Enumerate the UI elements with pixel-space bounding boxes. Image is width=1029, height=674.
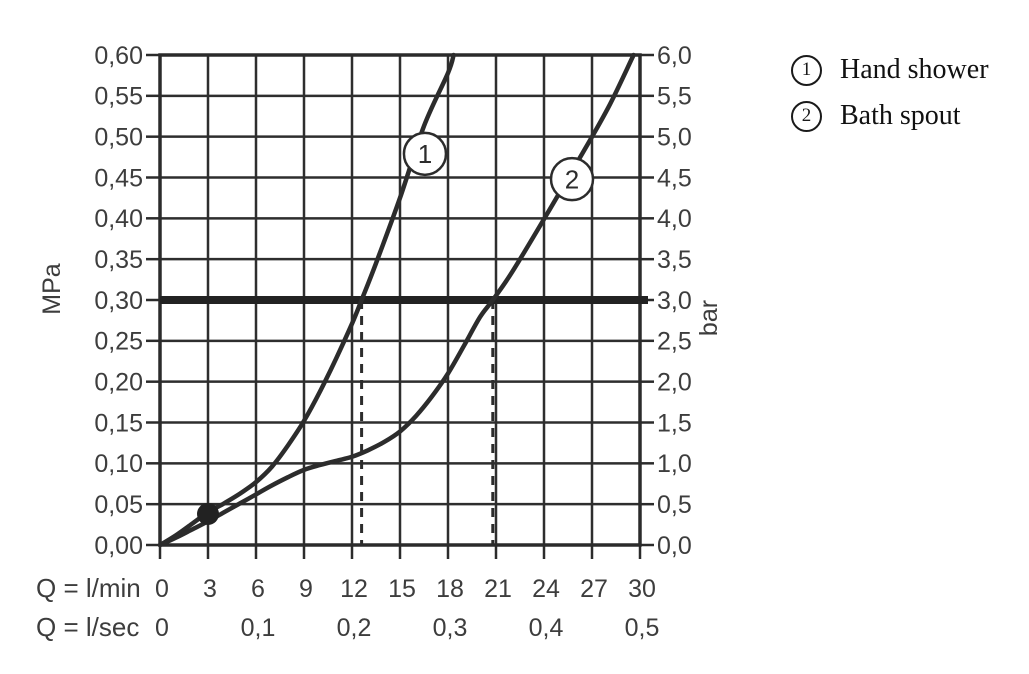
y-left-tick-label: 0,50 [94,123,143,151]
y-right-axis-unit: bar [695,300,723,336]
y-left-tick-label: 0,30 [94,287,143,315]
x-tick-label-lmin: 30 [628,575,656,603]
y-right-tick-label: 0,0 [657,532,692,560]
y-left-tick-label: 0,35 [94,246,143,274]
legend-symbol-1: 1 [801,59,812,80]
x-tick-label-lmin: 3 [203,575,217,603]
x-tick-label-lmin: 0 [155,575,169,603]
x-tick-label-lmin: 12 [340,575,368,603]
y-left-tick-label: 0,45 [94,164,143,192]
y-right-tick-label: 3,0 [657,287,692,315]
y-right-tick-label: 2,0 [657,368,692,396]
x-tick-label-lsec: 0,2 [337,614,372,642]
y-left-tick-label: 0,00 [94,532,143,560]
y-left-tick-label: 0,05 [94,491,143,519]
legend: 1 Hand shower 2 Bath spout [791,54,989,146]
y-left-tick-label: 0,10 [94,450,143,478]
x-tick-label-lmin: 6 [251,575,265,603]
y-right-tick-label: 1,0 [657,450,692,478]
x-tick-label-lmin: 24 [532,575,560,603]
curve-label-circle-bath-spout [549,156,595,202]
x-tick-label-lmin: 15 [388,575,416,603]
y-left-axis-unit: MPa [38,263,66,315]
y-left-tick-label: 0,60 [94,42,143,70]
legend-symbol-2: 2 [801,105,812,126]
y-right-tick-label: 4,5 [657,164,692,192]
legend-item-hand-shower: 1 Hand shower [791,54,989,86]
x-tick-label-lsec: 0 [155,614,169,642]
y-left-tick-label: 0,15 [94,409,143,437]
curve-label-number-bath-spout: 2 [565,164,579,194]
x-tick-label-lsec: 0,5 [625,614,660,642]
y-left-tick-label: 0,25 [94,328,143,356]
x-tick-label-lmin: 9 [299,575,313,603]
legend-label-bath-spout: Bath spout [840,100,961,131]
y-left-tick-label: 0,20 [94,368,143,396]
flow-chart: MPa bar Q = l/min Q = l/sec 0 3 6 9 12 15 18 21… [36,42,723,642]
y-right-tick-label: 6,0 [657,42,692,70]
y-right-tick-label: 0,5 [657,491,692,519]
x-tick-label-lsec: 0,1 [241,614,276,642]
curve-label-number-hand-shower: 1 [418,139,432,169]
y-right-tick-label: 5,0 [657,123,692,151]
x-tick-label-lsec: 0,3 [433,614,468,642]
legend-item-bath-spout: 2 Bath spout [791,100,989,132]
x-tick-label-lmin: 21 [484,575,512,603]
x-tick-label-lmin: 18 [436,575,464,603]
legend-label-hand-shower: Hand shower [840,54,989,85]
curve-bath-spout [157,52,636,548]
y-right-tick-label: 2,5 [657,328,692,356]
y-right-tick-label: 5,5 [657,83,692,111]
flow-point-marker [197,502,219,525]
y-right-tick-label: 3,5 [657,246,692,274]
circled-2-icon: 2 [791,100,822,132]
x-tick-label-lmin: 27 [580,575,608,603]
x-axis-caption-lsec: Q = l/sec [36,612,139,642]
circled-1-icon: 1 [791,54,822,86]
x-tick-label-lsec: 0,4 [529,614,564,642]
y-right-tick-label: 1,5 [657,409,692,437]
y-left-tick-label: 0,55 [94,83,143,111]
y-left-tick-label: 0,40 [94,205,143,233]
x-axis-caption-lmin: Q = l/min [36,573,141,603]
y-right-tick-label: 4,0 [657,205,692,233]
curve-label-circle-hand-shower [402,131,448,177]
